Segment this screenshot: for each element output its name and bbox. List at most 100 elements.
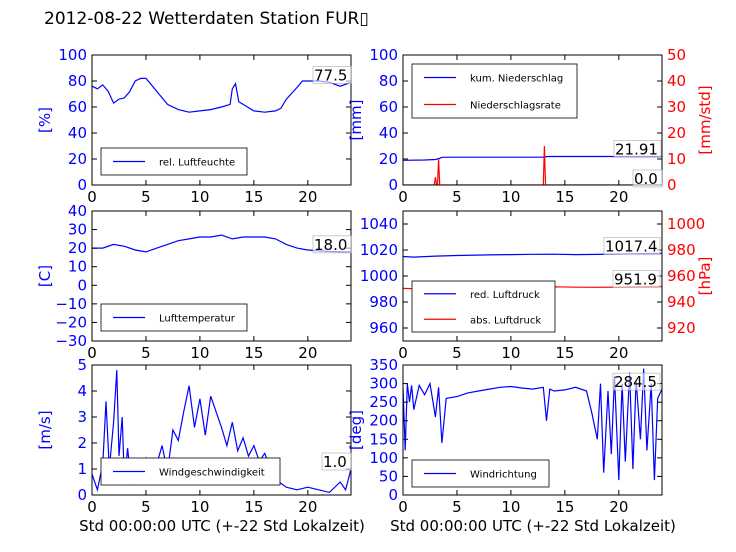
y-tick-label: 80 <box>379 72 398 90</box>
x-tick-label: 10 <box>190 188 209 206</box>
y-axis-right-label: [hPa] <box>696 257 714 296</box>
legend: rel. Luftfeuchte <box>100 147 248 176</box>
last-value-label: 284.5 <box>614 373 657 391</box>
y-tick-label: 20 <box>68 150 87 168</box>
y-tick-label: 100 <box>58 46 87 64</box>
x-axis-label-left: Std 00:00:00 UTC (+-22 Std Lokalzeit) <box>79 517 365 535</box>
x-tick-label: 10 <box>501 344 520 362</box>
legend-label: kum. Niederschlag <box>470 74 563 85</box>
last-value-label: 1.0 <box>323 453 347 471</box>
y-tick-label: 1000 <box>360 267 398 285</box>
y-tick-label: 20 <box>68 239 87 257</box>
y-tick-label: 0 <box>77 176 87 194</box>
value-label-box <box>613 140 662 158</box>
y-tick-right-label: 20 <box>667 124 686 142</box>
last-value-label: 21.91 <box>615 141 658 159</box>
x-tick-label: 5 <box>452 188 462 206</box>
value-label-box <box>612 270 661 288</box>
x-tick-label: 5 <box>141 498 151 516</box>
y-tick-label: 0 <box>388 176 398 194</box>
y-tick-label: 30 <box>68 221 87 239</box>
x-tick-label: 0 <box>398 344 408 362</box>
series-line-rel-luftfeuchte <box>92 77 351 113</box>
y-tick-right-label: 980 <box>667 241 696 259</box>
x-tick-label: 15 <box>555 344 574 362</box>
y-tick-label: 20 <box>379 150 398 168</box>
y-tick-right-label: 10 <box>667 150 686 168</box>
y-tick-label: 4 <box>77 382 87 400</box>
y-tick-label: 40 <box>68 124 87 142</box>
y-tick-right-label: 940 <box>667 293 696 311</box>
y-tick-label: 0 <box>77 486 87 504</box>
panel-pressure: 0 5 10 15 20 960 980 1000 1020 1040 920 940 960 980 10… <box>360 210 714 362</box>
y-tick-right-label: 1000 <box>667 215 705 233</box>
y-tick-label: 3 <box>77 408 87 426</box>
value-label-box <box>632 169 663 188</box>
legend: Windgeschwindigkeit <box>100 457 281 486</box>
x-tick-label: 20 <box>609 344 628 362</box>
y-tick-label: −10 <box>55 295 87 313</box>
x-tick-label: 0 <box>87 344 97 362</box>
panel-humidity: 0 5 10 15 20 0 20 40 60 80 100 [%] rel. Luftfeuchte 7… <box>36 46 352 206</box>
panel-wind_speed: 0 5 10 15 20 0 1 2 3 4 5 [m/s] Windgeschwindigkeit 1.… <box>36 356 352 516</box>
x-tick-label: 20 <box>609 188 628 206</box>
series-line-kum-niederschlag <box>403 155 662 161</box>
y-axis-label: [%] <box>36 107 54 133</box>
y-tick-label: 40 <box>68 202 87 220</box>
last-value-label: 77.5 <box>314 66 347 84</box>
panel-frame <box>91 364 352 496</box>
x-tick-label: 0 <box>398 188 408 206</box>
panel-temperature: 0 5 10 15 20−30−20−10010203040[C]Lufttempera… <box>36 202 352 362</box>
last-value-label: 1017.4 <box>605 237 658 255</box>
x-tick-label: 15 <box>555 498 574 516</box>
panel-wind_direction: 0 5 10 15 20050100150200250300350[deg]Windri… <box>347 356 663 516</box>
legend-label: Lufttemperatur <box>159 314 236 325</box>
legend-label: red. Luftdruck <box>470 290 540 301</box>
last-value-label: 18.0 <box>314 236 347 254</box>
x-tick-label: 5 <box>452 498 462 516</box>
y-tick-label: 80 <box>68 72 87 90</box>
value-label-box <box>312 235 352 254</box>
x-tick-label: 10 <box>501 188 520 206</box>
x-axis-label-right: Std 00:00:00 UTC (+-22 Std Lokalzeit) <box>390 517 676 535</box>
y-tick-label: −30 <box>55 332 87 350</box>
y-tick-right-label: 40 <box>667 72 686 90</box>
y-tick-label: 50 <box>379 467 398 485</box>
y-tick-label: 250 <box>369 393 398 411</box>
series-line-lufttemperatur <box>92 234 351 253</box>
x-tick-label: 15 <box>244 188 263 206</box>
y-tick-label: 5 <box>77 356 87 374</box>
x-tick-label: 5 <box>141 344 151 362</box>
legend-label: rel. Luftfeuchte <box>159 158 235 169</box>
y-tick-label: 2 <box>77 434 87 452</box>
legend: Lufttemperatur <box>100 303 248 332</box>
y-tick-label: 200 <box>369 412 398 430</box>
legend-label: Niederschlagsrate <box>470 101 561 112</box>
x-tick-label: 20 <box>298 344 317 362</box>
x-tick-label: 10 <box>190 498 209 516</box>
x-tick-label: 20 <box>298 498 317 516</box>
value-label-box <box>312 66 352 84</box>
y-tick-right-label: 920 <box>667 319 696 337</box>
panel-precipitation: 0 5 10 15 20 0 20 40 60 80 100 0 10 20 30 40 50 [mm] [mm/s… <box>347 46 714 206</box>
y-axis-right-label: [mm/std] <box>696 85 714 154</box>
legend: Windrichtung <box>411 459 550 488</box>
y-tick-right-label: 30 <box>667 98 686 116</box>
y-tick-label: 0 <box>77 276 87 294</box>
series-line-niederschlagsrate <box>403 145 662 185</box>
y-tick-label: 150 <box>369 430 398 448</box>
last-value-label: 951.9 <box>614 271 657 289</box>
panel-frame <box>91 54 352 186</box>
y-tick-label: 60 <box>379 98 398 116</box>
y-tick-label: 100 <box>369 449 398 467</box>
panel-frame <box>402 364 663 496</box>
panel-frame <box>91 210 352 342</box>
value-label-box <box>321 452 352 471</box>
y-tick-label: 1040 <box>360 215 398 233</box>
value-label-box <box>612 372 661 391</box>
last-value-label: 0.0 <box>634 170 658 188</box>
x-tick-label: 10 <box>190 344 209 362</box>
y-axis-label: [mm] <box>347 100 365 141</box>
